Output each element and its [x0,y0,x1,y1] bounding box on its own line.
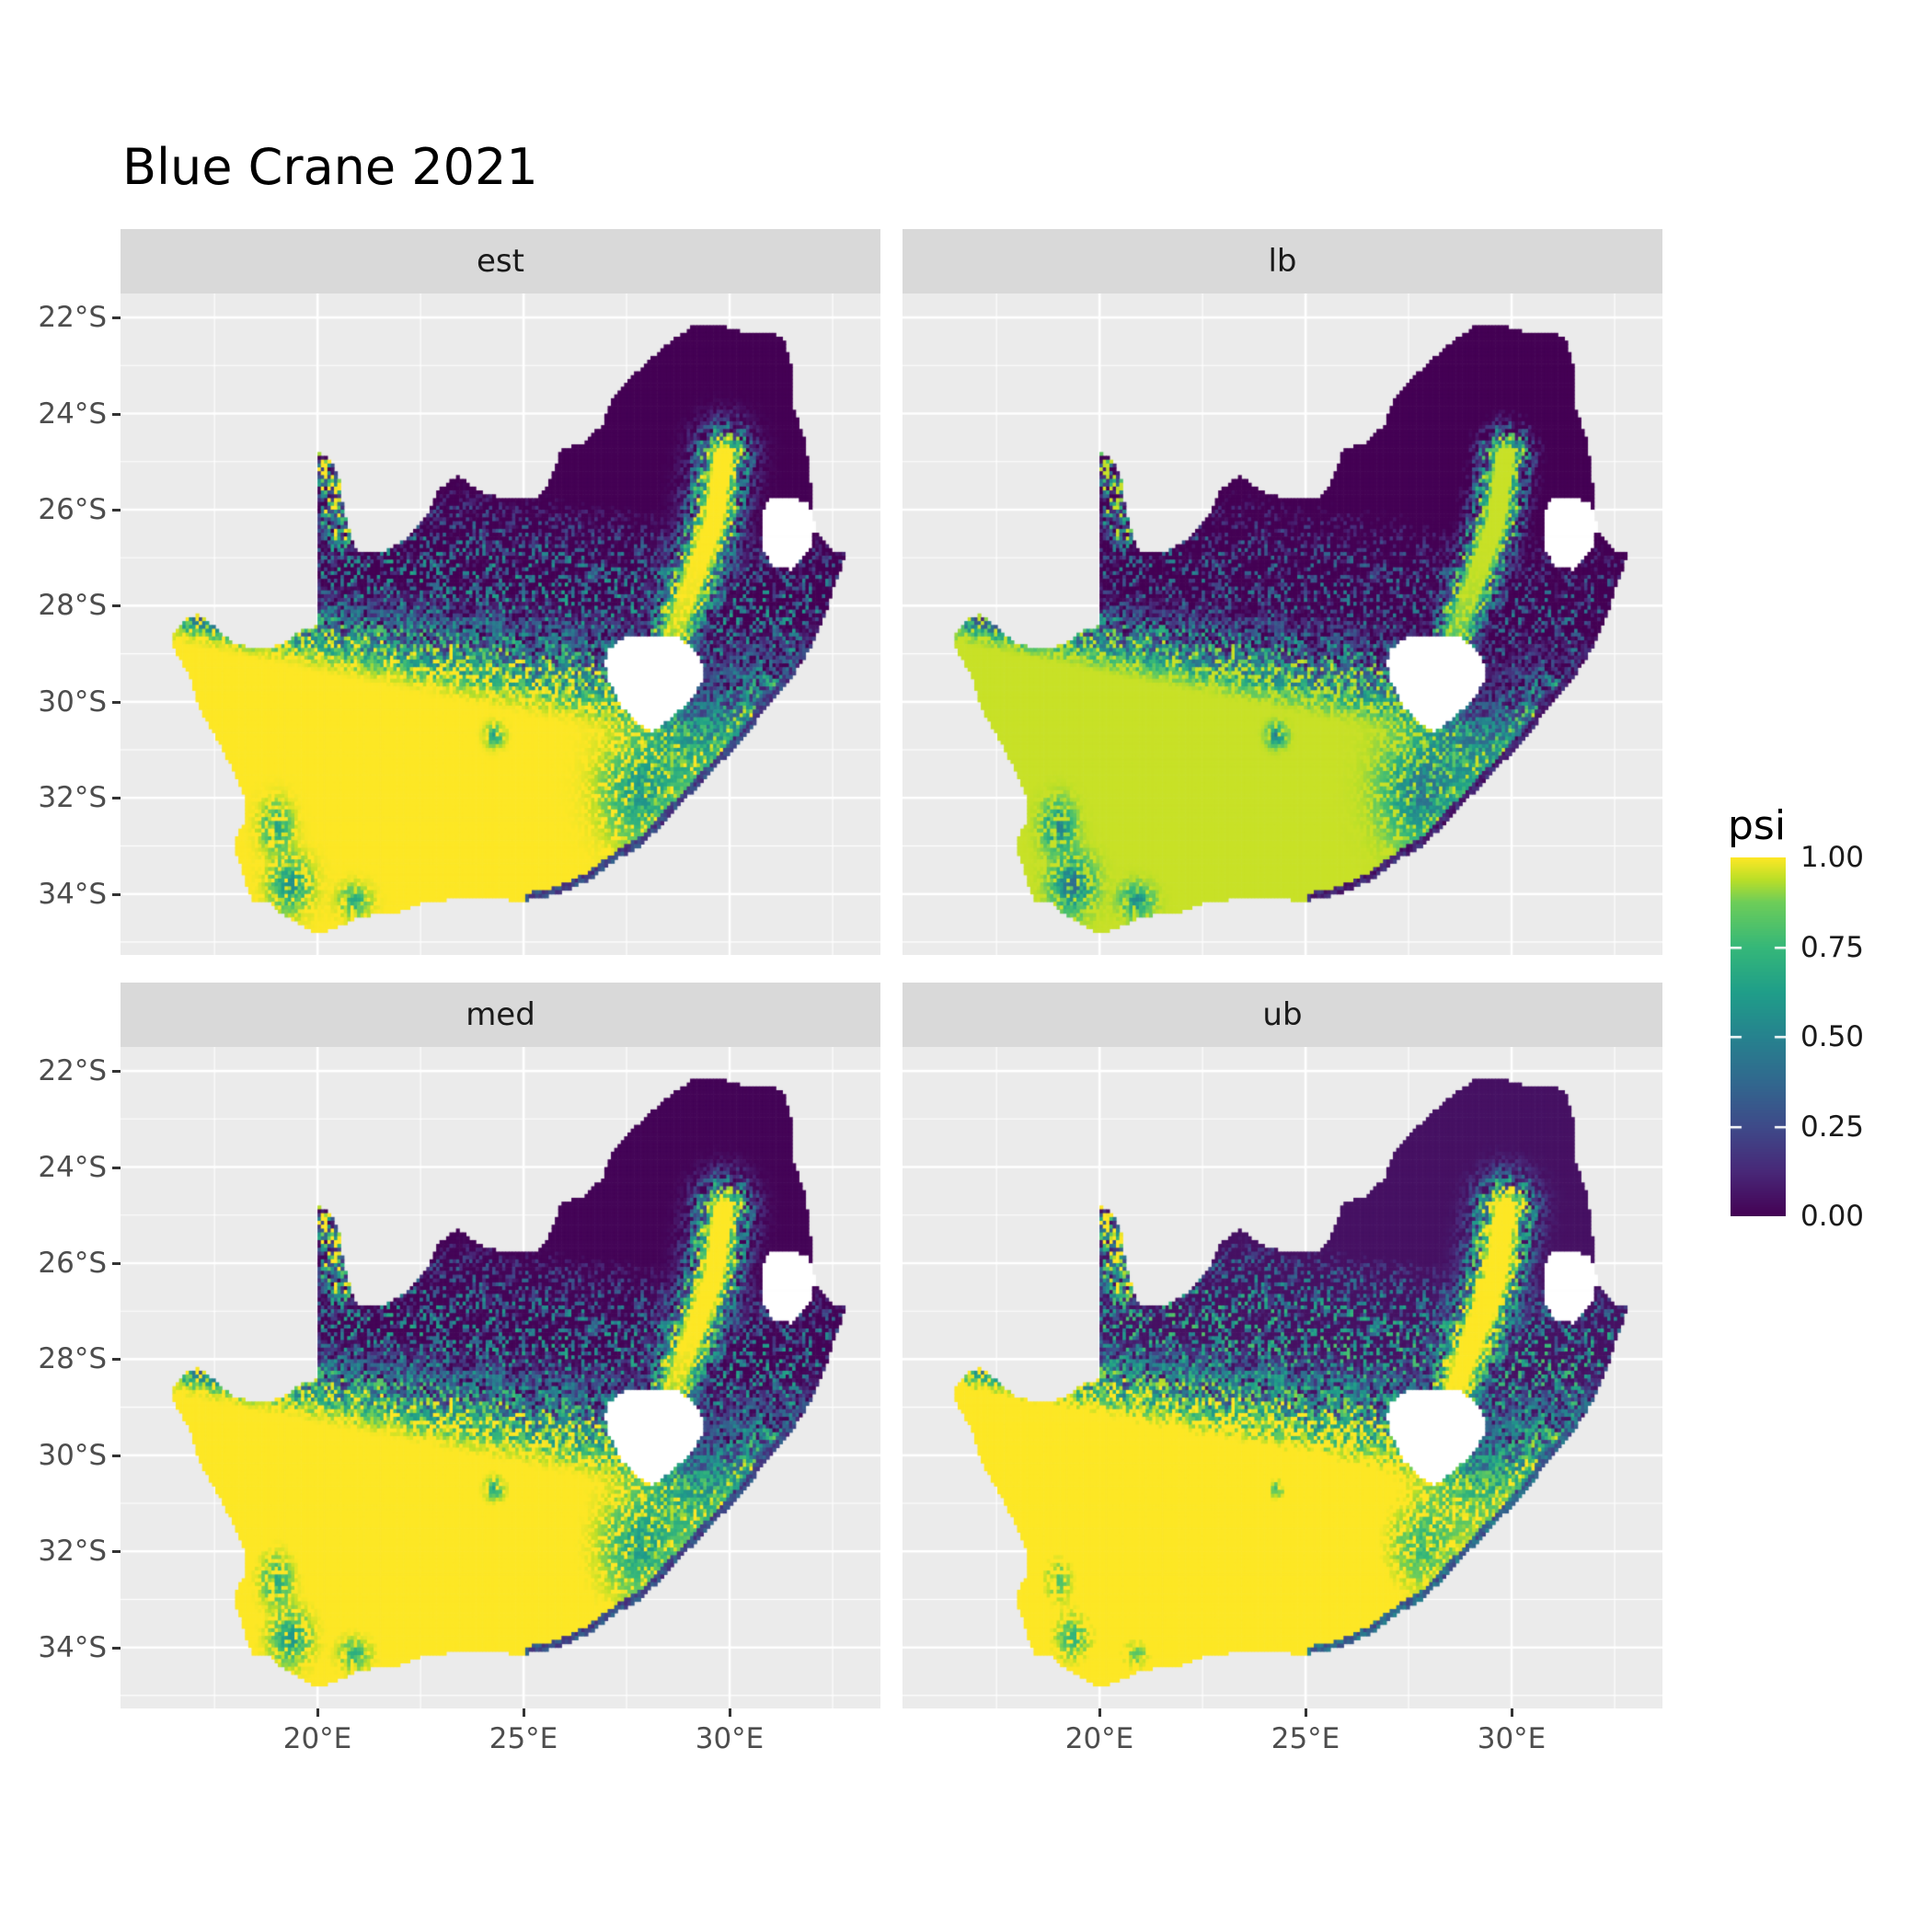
facet-strip-label: est [477,243,524,280]
axis-tick [112,316,121,319]
axis-tick [1305,1708,1307,1717]
axis-tick [112,1358,121,1361]
legend-colorbar [1731,857,1786,1216]
axis-tick [112,797,121,799]
x-axis-label: 25°E [1271,1722,1340,1755]
axis-tick [112,1550,121,1553]
axis-tick [112,1262,121,1265]
facet-strip-ub: ub [903,983,1662,1047]
legend-tick-label: 0.75 [1800,931,1865,964]
legend-title: psi [1728,802,1787,849]
axis-tick [1098,1708,1101,1717]
axis-tick [112,893,121,896]
y-axis-label: 30°S [38,685,107,719]
x-axis-label: 20°E [1064,1722,1134,1755]
legend-tick-label: 0.50 [1800,1020,1865,1053]
facet-strip-med: med [121,983,880,1047]
y-axis-label: 34°S [38,1631,107,1664]
legend-tick-label: 0.00 [1800,1200,1865,1233]
y-axis-label: 22°S [38,301,107,334]
axis-tick [112,1647,121,1650]
axis-tick [112,701,121,704]
facet-panel-canvas-lb [903,293,1662,955]
x-axis-label: 30°E [695,1722,765,1755]
facet-strip-lb: lb [903,229,1662,293]
y-axis-label: 26°S [38,1247,107,1280]
facet-panel-canvas-est [121,293,880,955]
facet-strip-est: est [121,229,880,293]
y-axis-label: 24°S [38,1151,107,1184]
axis-tick [523,1708,525,1717]
facet-strip-label: med [466,996,535,1033]
axis-tick [112,1070,121,1073]
x-axis-label: 20°E [282,1722,352,1755]
plot-title: Blue Crane 2021 [122,138,538,196]
facet-strip-label: ub [1262,996,1303,1033]
facet-panel-canvas-med [121,1047,880,1708]
y-axis-label: 28°S [38,589,107,622]
legend-tick-label: 1.00 [1800,841,1865,874]
axis-tick [112,1167,121,1169]
y-axis-label: 24°S [38,397,107,431]
axis-tick [112,1455,121,1457]
axis-tick [112,509,121,512]
facet-strip-label: lb [1268,243,1297,280]
axis-tick [316,1708,319,1717]
y-axis-label: 34°S [38,878,107,911]
x-axis-label: 30°E [1477,1722,1547,1755]
y-axis-label: 22°S [38,1054,107,1087]
y-axis-label: 30°S [38,1439,107,1472]
axis-tick [112,413,121,416]
x-axis-label: 25°E [489,1722,558,1755]
y-axis-label: 32°S [38,1535,107,1568]
y-axis-label: 26°S [38,493,107,526]
axis-tick [112,604,121,607]
y-axis-label: 28°S [38,1342,107,1375]
facet-panel-canvas-ub [903,1047,1662,1708]
axis-tick [1511,1708,1513,1717]
axis-tick [729,1708,731,1717]
legend-tick-label: 0.25 [1800,1110,1865,1144]
y-axis-label: 32°S [38,781,107,814]
